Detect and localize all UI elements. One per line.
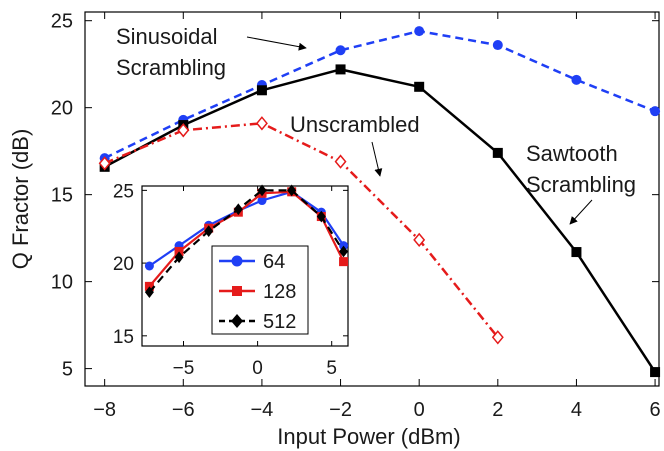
x-axis-title: Input Power (dBm) (277, 424, 460, 449)
main-series (98, 26, 661, 378)
main-data-point (98, 156, 111, 171)
main-data-point (650, 106, 661, 117)
main-x-tick-label: 4 (571, 399, 582, 421)
arrow-sawtooth (569, 199, 593, 225)
main-data-point (491, 330, 504, 345)
main-x-tick-label: −4 (251, 399, 274, 421)
inset-data-point (204, 225, 214, 237)
main-y-tick-label: 5 (62, 359, 73, 381)
legend-entry-64: 64 (219, 251, 285, 273)
annotation-sinusoidal-line1: Sinusoidal (116, 24, 218, 49)
inset-series (144, 184, 349, 299)
main-data-point (492, 147, 503, 158)
main-data-point (571, 247, 582, 258)
inset-series-2 (144, 184, 349, 299)
legend-marker-128 (232, 286, 242, 296)
main-x-tick-label: 2 (492, 399, 503, 421)
inset-data-point (174, 251, 184, 264)
main-data-point (650, 367, 661, 378)
inset-series-line (148, 190, 345, 267)
legend-label-512: 512 (263, 311, 296, 333)
main-x-tick-label: 0 (414, 399, 425, 421)
main-series-line (104, 68, 657, 373)
inset-axes: −5 0 5 15 20 25 (113, 181, 348, 379)
legend-entry-128: 128 (219, 281, 296, 303)
main-data-point (335, 45, 346, 56)
main-series-line (104, 122, 499, 339)
inset-y-tick-label: 15 (113, 327, 134, 348)
main-data-point (335, 64, 346, 75)
main-data-point (255, 116, 268, 131)
main-x-tick-label: −8 (93, 399, 116, 421)
main-data-point (571, 74, 582, 85)
main-series-line (104, 29, 656, 160)
legend-marker-512 (231, 314, 243, 328)
main-data-point (334, 154, 347, 169)
annotation-sinusoidal-line2: Scrambling (116, 55, 226, 80)
inset-data-point (339, 257, 349, 267)
main-data-point (177, 123, 190, 138)
inset-data-point (287, 184, 297, 197)
legend-label-128: 128 (263, 281, 296, 303)
inset-data-point (144, 261, 154, 271)
inset-x-tick-label: 0 (252, 358, 263, 379)
legend-marker-64 (231, 255, 243, 267)
inset-data-point (144, 286, 154, 299)
main-data-point (414, 81, 425, 92)
main-data-point (256, 85, 267, 96)
main-data-point (492, 40, 503, 51)
legend-label-64: 64 (263, 251, 285, 273)
inset-series-line (148, 189, 345, 293)
arrow-unscrambled (371, 141, 383, 177)
main-x-tick-label: −6 (172, 399, 195, 421)
inset-legend: 64 128 512 (211, 245, 309, 335)
inset-x-tick-label: 5 (326, 358, 337, 379)
main-x-tick-label: −2 (329, 399, 352, 421)
main-series-2 (98, 116, 504, 345)
main-y-tick-label: 10 (51, 272, 73, 294)
inset-data-point (316, 210, 326, 223)
inset-x-tick-label: −5 (173, 358, 195, 379)
inset-y-tick-label: 20 (113, 254, 134, 275)
y-axis-title: Q Fractor (dB) (8, 129, 33, 270)
annotation-unscrambled: Unscrambled (290, 112, 420, 137)
annotation-sawtooth-line2: Scrambling (526, 172, 636, 197)
inset-data-point (233, 203, 243, 216)
inset-y-tick-label: 25 (113, 181, 134, 202)
arrow-sinusoidal (246, 36, 307, 51)
main-y-tick-label: 15 (51, 185, 73, 207)
main-x-tick-label: 6 (650, 399, 661, 421)
annotation-sawtooth-line1: Sawtooth (526, 141, 618, 166)
inset-data-point (257, 184, 267, 197)
inset-data-point (257, 196, 267, 206)
main-data-point (413, 232, 426, 248)
main-data-point (414, 26, 425, 37)
main-axes: −8 −6 −4 −2 0 2 4 6 5 10 15 20 25 (51, 11, 661, 421)
main-y-tick-label: 25 (51, 11, 73, 33)
legend-entry-512: 512 (219, 311, 296, 333)
inset-data-point (339, 245, 349, 258)
main-y-tick-label: 20 (51, 98, 73, 120)
